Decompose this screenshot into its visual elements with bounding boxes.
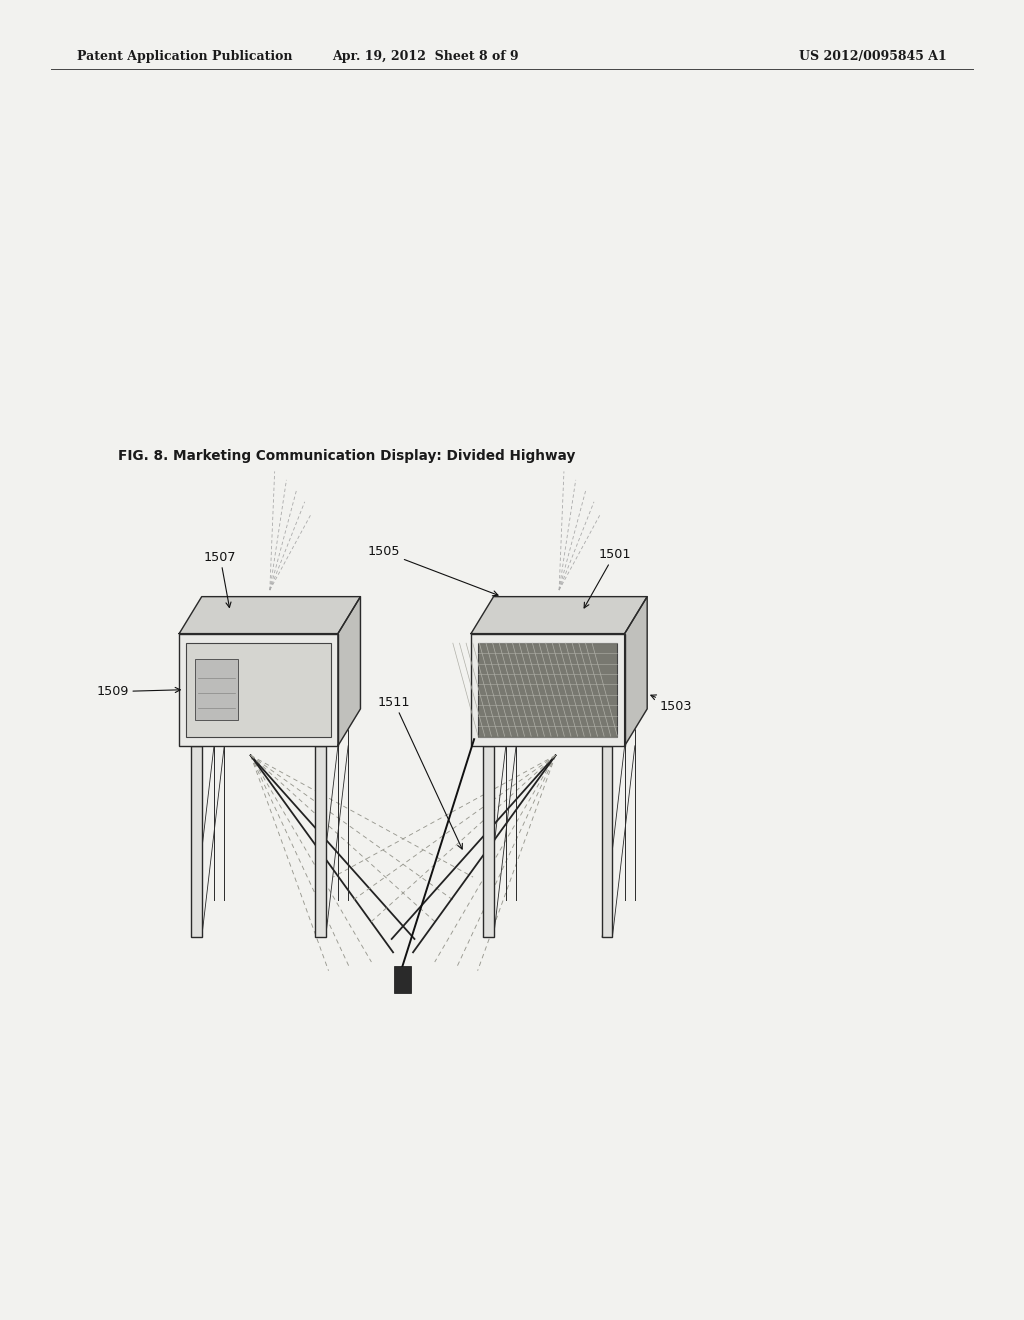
Bar <box>179 634 338 746</box>
Text: Apr. 19, 2012  Sheet 8 of 9: Apr. 19, 2012 Sheet 8 of 9 <box>332 50 518 63</box>
Text: US 2012/0095845 A1: US 2012/0095845 A1 <box>800 50 947 63</box>
Bar <box>315 746 326 937</box>
Bar <box>195 659 239 721</box>
Text: 1511: 1511 <box>378 696 463 849</box>
Text: 1503: 1503 <box>651 694 692 713</box>
Bar <box>471 634 625 746</box>
Bar <box>186 643 331 737</box>
Bar <box>478 643 617 737</box>
Bar <box>393 966 412 993</box>
Text: Patent Application Publication: Patent Application Publication <box>77 50 292 63</box>
Polygon shape <box>471 597 647 634</box>
Bar <box>602 746 612 937</box>
Polygon shape <box>625 597 647 746</box>
Bar <box>191 746 202 937</box>
Polygon shape <box>179 597 360 634</box>
Text: FIG. 8. Marketing Communication Display: Divided Highway: FIG. 8. Marketing Communication Display:… <box>118 449 575 463</box>
Text: 1505: 1505 <box>368 545 498 595</box>
Text: 1501: 1501 <box>584 548 631 609</box>
Polygon shape <box>338 597 360 746</box>
Text: 1507: 1507 <box>204 550 237 607</box>
Bar <box>483 746 494 937</box>
Text: 1509: 1509 <box>96 685 180 698</box>
